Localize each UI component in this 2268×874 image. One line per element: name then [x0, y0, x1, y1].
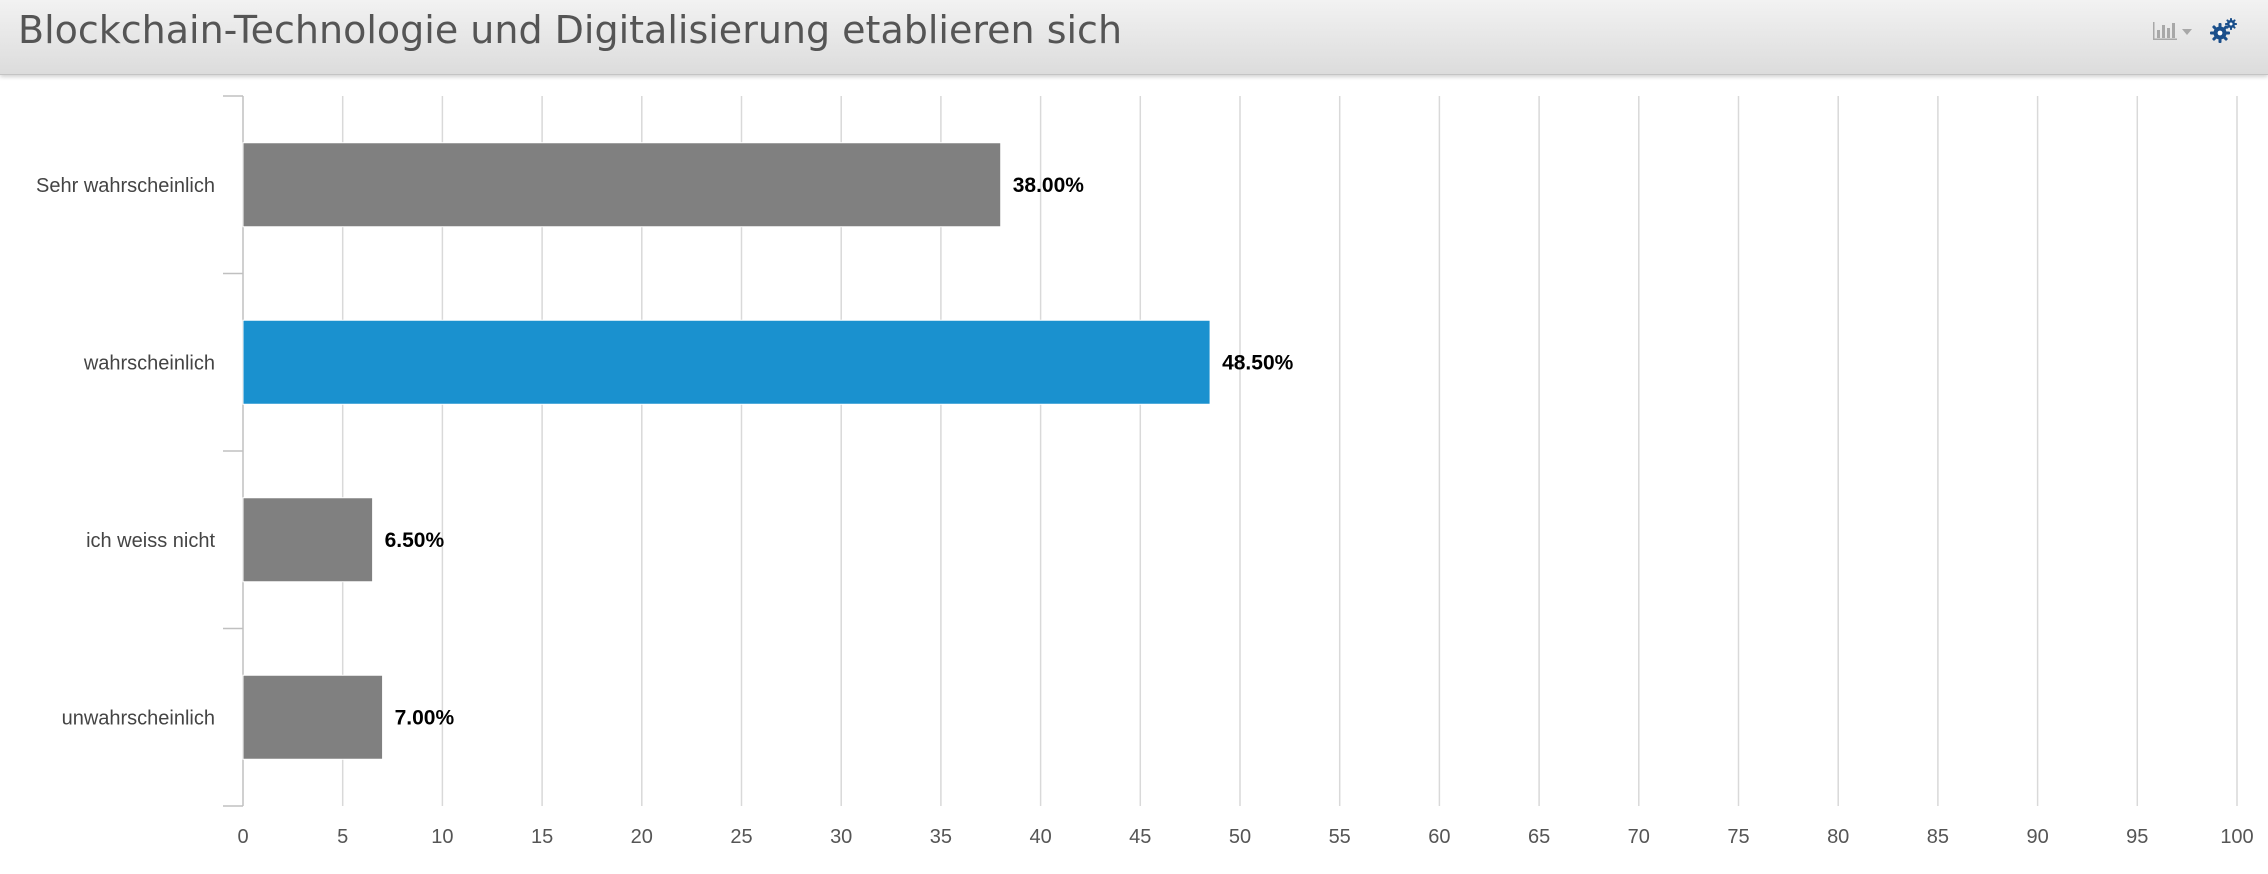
x-tick-label: 50	[1229, 826, 1251, 848]
x-tick-label: 15	[531, 826, 553, 848]
data-label: 6.50%	[385, 529, 445, 552]
x-tick-label: 75	[1727, 826, 1749, 848]
chart-header: Blockchain-Technologie und Digitalisieru…	[0, 0, 2268, 75]
x-tick-label: 35	[930, 826, 952, 848]
data-label: 7.00%	[395, 706, 455, 729]
gears-icon	[2210, 18, 2237, 43]
settings-button[interactable]	[2210, 18, 2238, 44]
x-tick-label: 45	[1129, 826, 1151, 848]
bar	[242, 674, 384, 760]
x-tick-label: 70	[1628, 826, 1650, 848]
category-label: Sehr wahrscheinlich	[36, 175, 215, 197]
chart-title: Blockchain-Technologie und Digitalisieru…	[18, 8, 1123, 52]
x-tick-label: 80	[1827, 826, 1849, 848]
x-tick-label: 0	[237, 826, 248, 848]
bar-chart: Sehr wahrscheinlich 38.00% wahrscheinlich 4…	[36, 95, 2254, 848]
x-tick-label: 100	[2220, 826, 2253, 848]
category-label: wahrscheinlich	[83, 352, 215, 374]
x-tick-label: 30	[830, 826, 852, 848]
x-tick-label: 90	[2026, 826, 2048, 848]
bar	[242, 497, 374, 583]
category-label: unwahrscheinlich	[62, 707, 215, 729]
category-label: ich weiss nicht	[86, 530, 215, 552]
x-tick-label: 60	[1428, 826, 1450, 848]
x-tick-label: 10	[431, 826, 453, 848]
chart-toolbar	[2152, 16, 2238, 46]
data-label: 48.50%	[1222, 351, 1294, 374]
x-tick-label: 95	[2126, 826, 2148, 848]
x-tick-label: 40	[1029, 826, 1051, 848]
caret-down-icon	[2182, 29, 2192, 35]
x-tick-label: 20	[631, 826, 653, 848]
chart-type-menu-button[interactable]	[2152, 20, 2196, 42]
bar	[242, 319, 1211, 405]
bar-chart-icon	[2153, 22, 2192, 40]
x-tick-label: 25	[730, 826, 752, 848]
x-tick-label: 5	[337, 826, 348, 848]
x-tick-label: 85	[1927, 826, 1949, 848]
bar	[242, 142, 1002, 228]
x-tick-label: 65	[1528, 826, 1550, 848]
data-label: 38.00%	[1013, 174, 1085, 197]
x-tick-label: 55	[1329, 826, 1351, 848]
